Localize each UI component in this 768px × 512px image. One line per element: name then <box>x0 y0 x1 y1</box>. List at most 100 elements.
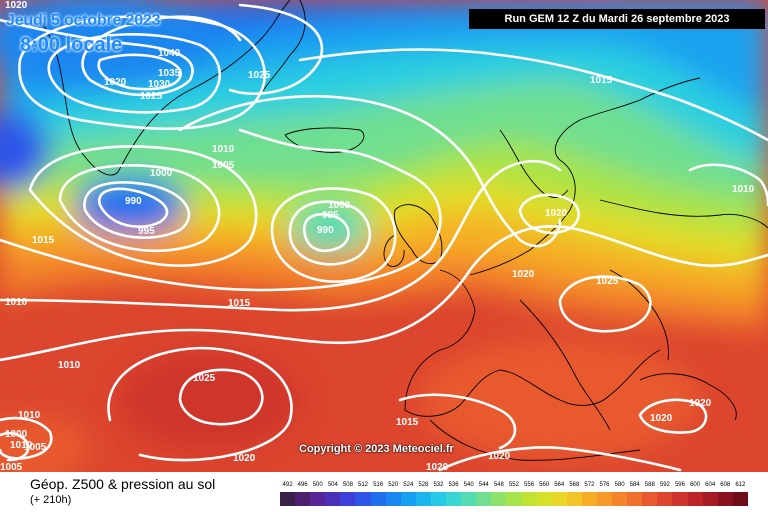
scale-label: 564 <box>554 482 565 488</box>
scale-label: 604 <box>705 482 716 488</box>
scale-swatch <box>627 492 643 506</box>
pressure-label: 1010 <box>212 144 235 155</box>
scale-swatch <box>687 492 703 506</box>
scale-label: 524 <box>403 482 414 488</box>
scale-label: 496 <box>297 482 308 488</box>
scale-swatch <box>702 492 718 506</box>
pressure-label: 1020 <box>488 451 511 462</box>
scale-swatch <box>717 492 733 506</box>
pressure-label: 1005 <box>212 160 235 171</box>
geopotential-field <box>0 0 768 472</box>
scale-swatch <box>491 492 507 506</box>
scale-label: 504 <box>327 482 338 488</box>
pressure-label: 1020 <box>426 462 449 472</box>
scale-swatch <box>566 492 582 506</box>
pressure-label: 1025 <box>140 91 163 102</box>
copyright-text: Copyright © 2023 Meteociel.fr <box>299 443 454 455</box>
scale-label: 584 <box>629 482 640 488</box>
pressure-label: 1020 <box>5 0 28 11</box>
scale-label: 528 <box>418 482 429 488</box>
scale-colors <box>280 492 748 506</box>
scale-swatch <box>340 492 356 506</box>
scale-label: 552 <box>508 482 519 488</box>
pressure-label: 1020 <box>650 413 673 424</box>
isobars <box>0 3 768 472</box>
pressure-label: 1005 <box>0 462 23 472</box>
pressure-labels: 1020 1040 1035 1030 1020 1025 1025 1015 … <box>0 0 755 472</box>
scale-label: 568 <box>569 482 580 488</box>
forecast-time: 8:00 locale <box>20 34 123 56</box>
scale-swatch <box>672 492 688 506</box>
pressure-label: 1015 <box>228 298 251 309</box>
pressure-label: 1040 <box>158 48 181 59</box>
pressure-label: 1030 <box>148 79 171 90</box>
scale-swatch <box>385 492 401 506</box>
scale-swatch <box>596 492 613 506</box>
scale-swatch <box>370 492 386 506</box>
pressure-label: 995 <box>138 226 155 237</box>
scale-label: 520 <box>388 482 399 488</box>
scale-swatch <box>400 492 416 506</box>
scale-label: 500 <box>312 482 323 488</box>
scale-swatch <box>415 492 431 506</box>
scale-swatch <box>612 492 628 506</box>
pressure-label: 1035 <box>158 68 181 79</box>
scale-swatch <box>446 492 462 506</box>
forecast-lead-time: (+ 210h) <box>30 494 72 506</box>
scale-label: 512 <box>358 482 369 488</box>
pressure-label: 1015 <box>32 235 55 246</box>
scale-swatch <box>642 492 658 506</box>
scale-label: 556 <box>524 482 535 488</box>
scale-label: 508 <box>342 482 353 488</box>
scale-swatch <box>657 492 673 506</box>
pressure-label: 1010 <box>5 297 28 308</box>
scale-swatch <box>551 492 567 506</box>
scale-swatch <box>476 492 492 506</box>
pressure-label: 1000 <box>328 200 351 211</box>
pressure-label: 1010 <box>10 440 33 451</box>
pressure-label: 1025 <box>248 70 271 81</box>
pressure-label: 1005 <box>24 442 47 453</box>
pressure-label: 1015 <box>396 417 419 428</box>
pressure-label: 1020 <box>512 269 535 280</box>
pressure-label: 990 <box>125 196 142 207</box>
scale-swatch <box>280 492 296 506</box>
scale-label: 596 <box>674 482 685 488</box>
scale-swatch <box>355 492 371 506</box>
scale-label: 600 <box>690 482 701 488</box>
scale-label: 548 <box>493 482 504 488</box>
scale-labels: 492 496 500 504 508 512 516 520 524 528 532 536 540 5… <box>280 480 748 490</box>
pressure-label: 1010 <box>58 360 81 371</box>
pressure-label: 1000 <box>5 429 28 440</box>
scale-swatch <box>506 492 522 506</box>
scale-swatch <box>581 492 597 506</box>
scale-swatch <box>732 492 748 506</box>
color-scale-legend: 492 496 500 504 508 512 516 520 524 528 532 536 540 5… <box>280 480 748 508</box>
forecast-date: Jeudi 5 octobre 2023 <box>6 12 161 29</box>
scale-label: 492 <box>282 482 293 488</box>
scale-label: 576 <box>599 482 610 488</box>
pressure-label: 1010 <box>732 184 755 195</box>
pressure-label: 1025 <box>596 276 619 287</box>
pressure-label: 1020 <box>689 398 712 409</box>
pressure-label: 1015 <box>590 75 613 86</box>
scale-swatch <box>430 492 447 506</box>
scale-label: 544 <box>478 482 489 488</box>
scale-label: 592 <box>659 482 670 488</box>
scale-label: 540 <box>463 482 474 488</box>
scale-label: 580 <box>614 482 625 488</box>
scale-label: 516 <box>373 482 384 488</box>
model-run-label: Run GEM 12 Z du Mardi 26 septembre 2023 <box>469 9 765 29</box>
scale-label: 588 <box>644 482 655 488</box>
scale-swatch <box>536 492 552 506</box>
pressure-label: 1020 <box>104 77 127 88</box>
pressure-label: 1020 <box>233 453 256 464</box>
pressure-label: 995 <box>322 210 339 221</box>
coastlines <box>39 0 768 461</box>
scale-label: 532 <box>433 482 444 488</box>
pressure-label: 990 <box>317 225 334 236</box>
pressure-label: 1000 <box>150 168 173 179</box>
scale-swatch <box>295 492 311 506</box>
scale-label: 612 <box>735 482 746 488</box>
